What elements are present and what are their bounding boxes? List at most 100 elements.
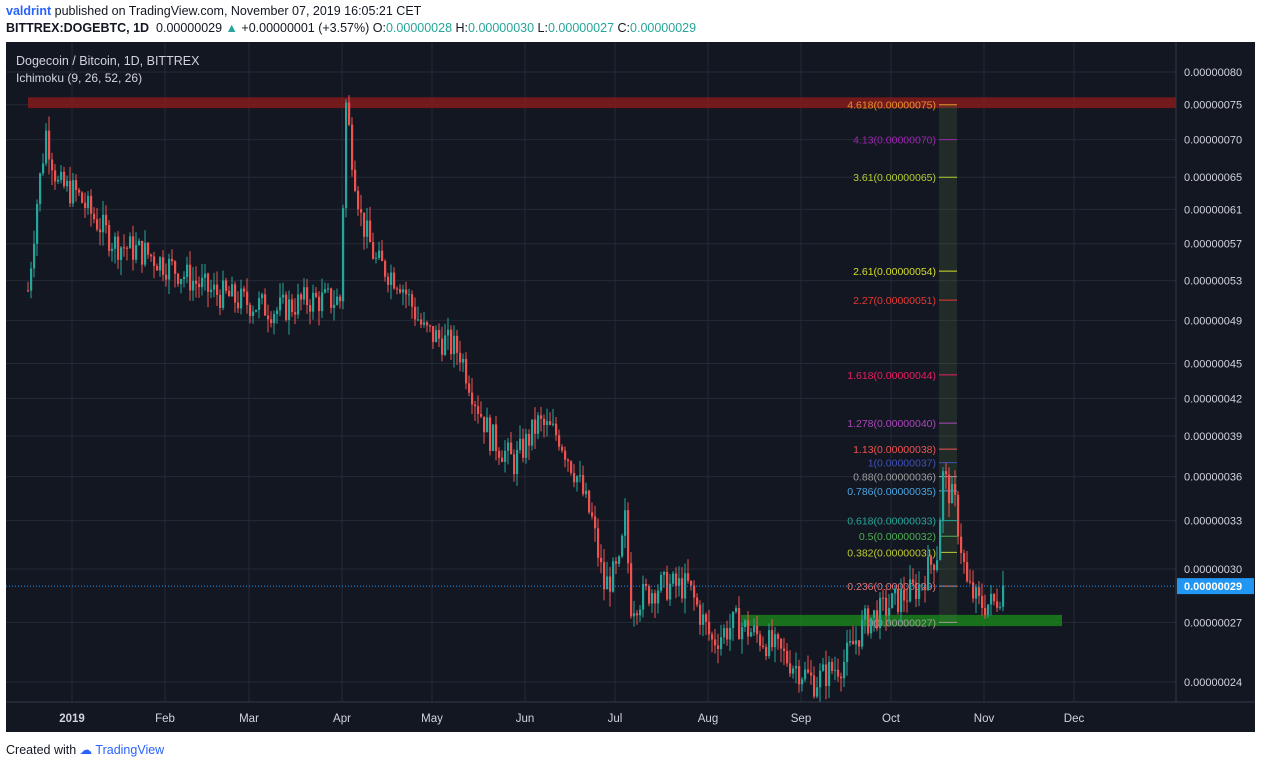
- candle-body: [726, 628, 729, 640]
- candle-body: [99, 229, 102, 233]
- candle-body: [534, 419, 537, 434]
- candle-body: [750, 632, 753, 637]
- fib-level-label: 3.61(0.00000065): [853, 172, 936, 184]
- candle-body: [330, 288, 333, 308]
- candle-body: [318, 296, 321, 312]
- candle-body: [522, 438, 525, 458]
- candle-body: [474, 404, 477, 407]
- candle-body: [468, 383, 471, 393]
- candle-body: [288, 299, 291, 320]
- tradingview-brand[interactable]: TradingView: [95, 743, 165, 757]
- candle-body: [600, 557, 603, 563]
- candle-body: [504, 450, 507, 462]
- price-tick-label: 0.00000045: [1184, 359, 1242, 371]
- candle-body: [846, 642, 849, 662]
- candle-body: [807, 669, 810, 673]
- candle-body: [582, 475, 585, 495]
- candle-body: [906, 600, 909, 602]
- candle-body: [480, 413, 483, 417]
- candle-body: [675, 573, 678, 586]
- fib-level-label: 0.236(0.00000029): [847, 581, 936, 593]
- candle-body: [342, 208, 345, 302]
- candle-body: [294, 311, 297, 315]
- time-tick-label: Dec: [1064, 713, 1085, 725]
- candle-body: [363, 212, 366, 237]
- candle-body: [429, 325, 432, 327]
- fib-level-label: 1.278(0.00000040): [847, 418, 936, 430]
- candle-body: [183, 276, 186, 280]
- candle-body: [834, 669, 837, 671]
- candle-body: [126, 247, 129, 249]
- candle-body: [933, 564, 936, 571]
- candle-body: [651, 593, 654, 604]
- candle-body: [693, 585, 696, 598]
- time-axis: 2019 Feb Mar Apr May Jun Jul Aug Sep Oct Nov Dec: [6, 701, 1255, 725]
- candle-body: [972, 582, 975, 599]
- candle-body: [408, 294, 411, 296]
- fib-level-label: 0(0.00000027): [868, 617, 936, 629]
- candle-body: [645, 583, 648, 587]
- candle-body: [243, 288, 246, 292]
- chart-frame[interactable]: 4.618(0.00000075) 4.13(0.00000070) 3.61(0.…: [6, 42, 1255, 732]
- candle-body: [186, 264, 189, 277]
- candle-body: [984, 607, 987, 616]
- candle-body: [162, 257, 165, 275]
- candle-body: [516, 449, 519, 475]
- candle-body: [525, 433, 528, 458]
- price-axis: 0.00000080 0.00000075 0.00000070 0.00000065…: [6, 42, 1255, 732]
- candles: [27, 95, 1005, 703]
- candle-body: [789, 663, 792, 674]
- candle-body: [306, 287, 309, 306]
- chart-svg[interactable]: 4.618(0.00000075) 4.13(0.00000070) 3.61(0.…: [6, 42, 1255, 732]
- close-label: C:: [617, 21, 631, 35]
- price-tick-label: 0.00000039: [1184, 431, 1242, 443]
- candle-body: [798, 666, 801, 685]
- candle-body: [201, 277, 204, 288]
- candle-body: [384, 261, 387, 277]
- candle-body: [75, 180, 78, 190]
- candle-body: [945, 471, 948, 475]
- candle-body: [450, 329, 453, 355]
- candle-body: [84, 202, 87, 209]
- candle-body: [663, 571, 666, 575]
- open-label: O:: [372, 21, 386, 35]
- candle-body: [843, 661, 846, 679]
- candle-body: [849, 640, 852, 643]
- candle-body: [351, 124, 354, 170]
- candle-body: [387, 276, 390, 285]
- candle-body: [372, 242, 375, 259]
- candle-body: [54, 170, 57, 182]
- candle-body: [531, 419, 534, 446]
- candle-body: [267, 315, 270, 320]
- candle-body: [612, 561, 615, 592]
- candle-body: [642, 583, 645, 610]
- fib-band: [939, 104, 957, 623]
- candle-body: [381, 250, 384, 262]
- candle-body: [57, 179, 60, 182]
- candle-body: [741, 627, 744, 640]
- up-arrow-icon: ▲: [225, 21, 238, 35]
- candle-body: [273, 314, 276, 324]
- candle-body: [483, 416, 486, 433]
- time-tick-label: 2019: [59, 713, 85, 725]
- chart-title: Dogecoin / Bitcoin, 1D, BITTREX: [16, 54, 200, 68]
- candle-body: [831, 661, 834, 671]
- candle-body: [300, 294, 303, 300]
- candle-body: [333, 304, 336, 308]
- candle-body: [111, 248, 114, 251]
- candle-body: [876, 610, 879, 629]
- symbol-label: BITTREX:DOGEBTC, 1D: [6, 21, 150, 35]
- candle-body: [996, 601, 999, 608]
- candle-body: [921, 584, 924, 586]
- candle-body: [615, 561, 618, 564]
- candle-body: [720, 637, 723, 650]
- author-link[interactable]: valdrint: [6, 4, 52, 18]
- fib-level-label: 1.618(0.00000044): [847, 370, 936, 382]
- candle-body: [654, 593, 657, 604]
- candle-body: [354, 169, 357, 191]
- candle-body: [396, 288, 399, 290]
- close-value: 0.00000029: [630, 21, 697, 35]
- fib-level-label: 4.13(0.00000070): [853, 135, 936, 147]
- candle-body: [108, 225, 111, 251]
- candle-body: [597, 528, 600, 558]
